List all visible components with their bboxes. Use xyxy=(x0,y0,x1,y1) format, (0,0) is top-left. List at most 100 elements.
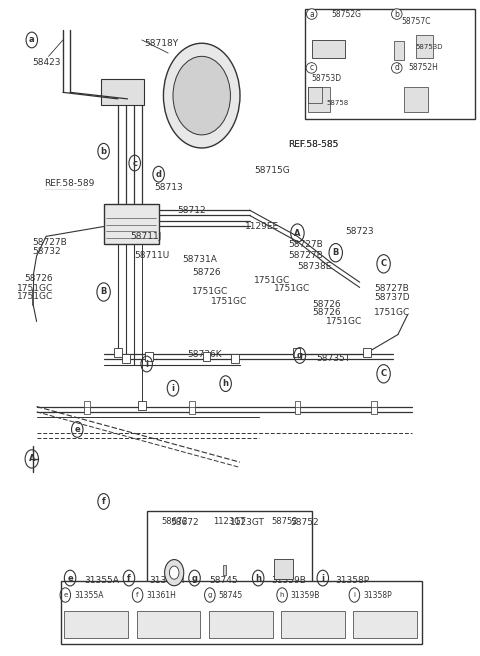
Text: f: f xyxy=(136,592,139,598)
Bar xyxy=(295,401,300,409)
Text: 58731A: 58731A xyxy=(182,255,217,264)
Text: 1751GC: 1751GC xyxy=(254,276,290,285)
Bar xyxy=(189,401,195,409)
Text: b: b xyxy=(101,147,107,155)
Text: 58737D: 58737D xyxy=(374,293,409,302)
Text: 58752G: 58752G xyxy=(331,10,361,18)
Bar xyxy=(209,611,273,638)
Text: 58745: 58745 xyxy=(218,590,243,600)
Text: 1751GC: 1751GC xyxy=(326,317,362,326)
Text: 1751GC: 1751GC xyxy=(211,297,248,306)
Text: 31358P: 31358P xyxy=(363,590,392,600)
Bar xyxy=(84,407,90,415)
Text: REF.58-589: REF.58-589 xyxy=(44,180,94,188)
Bar xyxy=(84,401,90,409)
Text: 1123GT: 1123GT xyxy=(230,518,265,527)
Text: 1751GC: 1751GC xyxy=(274,284,310,293)
Bar xyxy=(363,348,371,357)
Text: 1751GC: 1751GC xyxy=(374,308,410,317)
Text: h: h xyxy=(223,379,228,388)
Text: 1751GC: 1751GC xyxy=(17,284,54,293)
Bar xyxy=(416,35,432,58)
Text: A: A xyxy=(28,455,35,463)
Text: C: C xyxy=(381,259,387,268)
Bar xyxy=(138,401,146,410)
Text: e: e xyxy=(67,573,73,583)
Bar xyxy=(147,511,312,593)
Text: 58726: 58726 xyxy=(312,300,340,309)
Circle shape xyxy=(173,56,230,135)
Text: 58727B: 58727B xyxy=(374,284,409,293)
Bar xyxy=(293,348,300,358)
Text: g: g xyxy=(208,592,212,598)
Bar xyxy=(309,87,330,112)
Text: e: e xyxy=(74,425,80,434)
Text: 58727B: 58727B xyxy=(288,239,323,249)
Text: 58672: 58672 xyxy=(170,518,199,527)
Text: h: h xyxy=(280,592,284,598)
Bar xyxy=(371,401,377,409)
Bar xyxy=(114,348,122,358)
Text: 58752: 58752 xyxy=(290,518,319,527)
Text: 58712: 58712 xyxy=(178,206,206,215)
Text: 31358P: 31358P xyxy=(336,575,370,584)
Text: 58715G: 58715G xyxy=(254,167,290,175)
Bar xyxy=(60,581,422,644)
Text: 58735T: 58735T xyxy=(317,354,351,363)
Text: 58723: 58723 xyxy=(345,226,374,236)
Text: h: h xyxy=(255,573,261,583)
Circle shape xyxy=(165,560,184,586)
Text: 31361H: 31361H xyxy=(146,590,176,600)
Text: 58718Y: 58718Y xyxy=(144,39,179,48)
Text: C: C xyxy=(381,369,387,379)
Bar xyxy=(145,352,153,361)
Text: c: c xyxy=(132,159,137,167)
Bar xyxy=(353,611,417,638)
Bar xyxy=(122,354,130,363)
Text: i: i xyxy=(171,384,175,393)
Text: 58727B: 58727B xyxy=(288,251,323,260)
Text: 58753D: 58753D xyxy=(312,74,342,83)
Text: 58736K: 58736K xyxy=(187,350,222,359)
Text: 58726: 58726 xyxy=(312,308,340,317)
Text: 1751GC: 1751GC xyxy=(192,287,228,297)
Bar xyxy=(104,203,158,244)
Text: 31355A: 31355A xyxy=(84,575,120,584)
Text: 58711J: 58711J xyxy=(130,232,161,241)
Text: 58752H: 58752H xyxy=(408,64,439,72)
Text: g: g xyxy=(192,573,198,583)
Text: a: a xyxy=(310,10,314,18)
Bar xyxy=(274,559,293,579)
Text: i: i xyxy=(145,359,148,369)
Text: 58713: 58713 xyxy=(154,183,182,192)
Text: REF.58-585: REF.58-585 xyxy=(288,140,338,149)
Text: 58758: 58758 xyxy=(326,100,348,106)
Text: B: B xyxy=(100,287,107,297)
Bar xyxy=(224,565,227,575)
Bar xyxy=(309,87,322,103)
Text: 58753D: 58753D xyxy=(416,44,444,50)
Circle shape xyxy=(169,566,179,579)
Text: e: e xyxy=(63,592,67,598)
Bar xyxy=(371,407,377,415)
Bar xyxy=(137,611,200,638)
Text: 58423: 58423 xyxy=(32,58,60,68)
Text: 1129EE: 1129EE xyxy=(245,222,279,231)
Text: 58757C: 58757C xyxy=(402,17,431,26)
Bar xyxy=(203,352,210,361)
Text: B: B xyxy=(333,248,339,257)
Text: 58745: 58745 xyxy=(209,575,238,584)
Text: 58726: 58726 xyxy=(192,268,221,277)
Bar xyxy=(281,611,345,638)
Bar xyxy=(101,79,144,106)
Bar xyxy=(231,354,239,363)
Bar xyxy=(295,407,300,415)
Text: d: d xyxy=(395,64,399,72)
Bar xyxy=(64,611,128,638)
Text: 58752: 58752 xyxy=(271,516,298,525)
Text: f: f xyxy=(127,573,131,583)
Text: 31355A: 31355A xyxy=(74,590,103,600)
Text: 58726: 58726 xyxy=(24,274,53,283)
Text: REF.58-585: REF.58-585 xyxy=(288,140,338,149)
Text: i: i xyxy=(353,592,355,598)
